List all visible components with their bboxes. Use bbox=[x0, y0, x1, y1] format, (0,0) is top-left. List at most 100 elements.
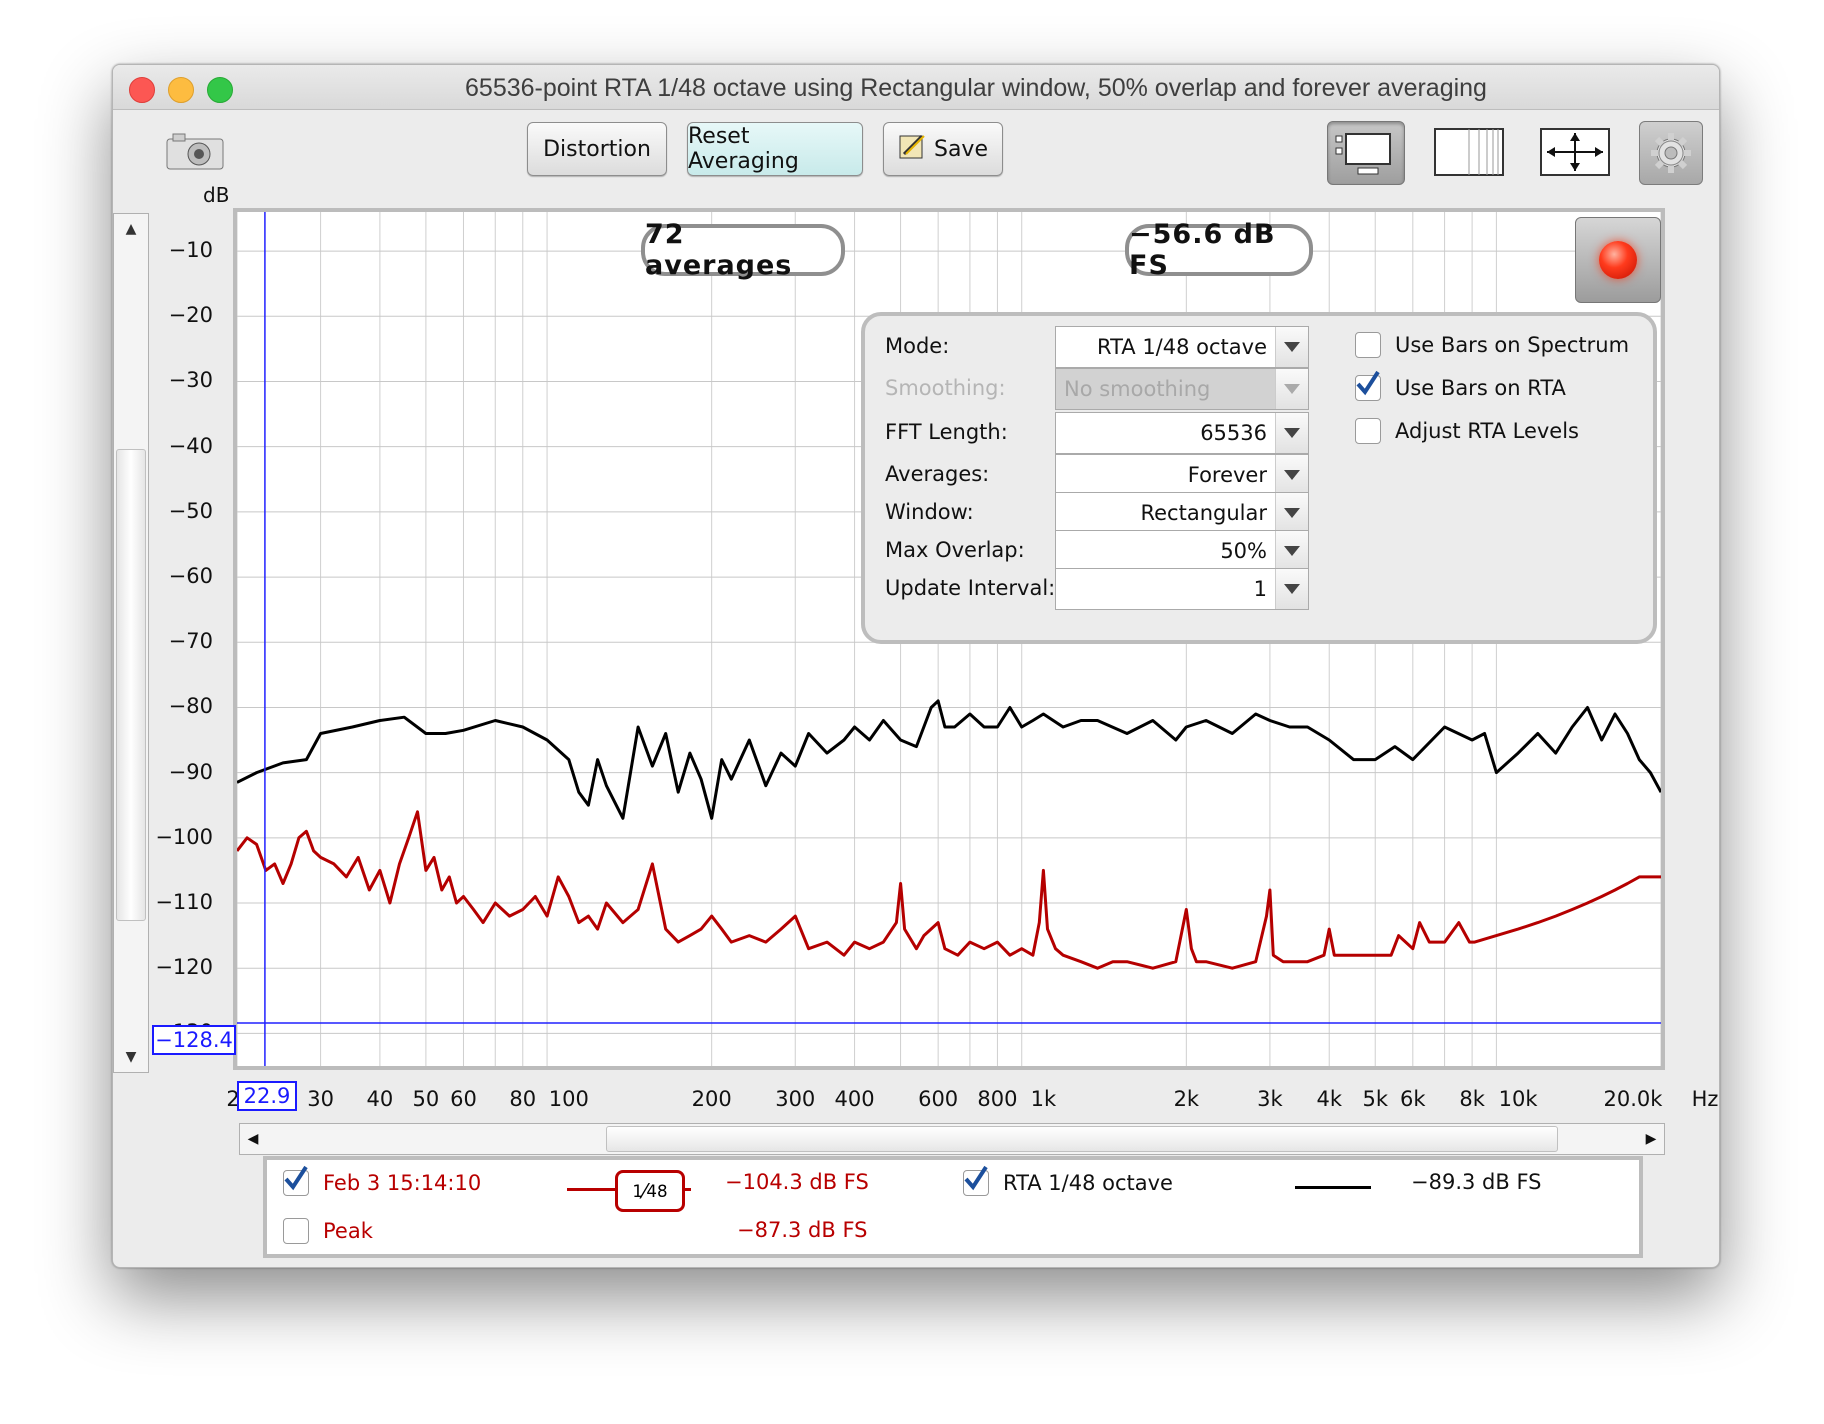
legend-panel: Feb 3 15:14:10 1 ⁄ 48 −104.3 dB FS RTA 1… bbox=[263, 1156, 1643, 1258]
legend-value-peak: −87.3 dB FS bbox=[737, 1218, 868, 1242]
x-tick-label: 300 bbox=[775, 1087, 816, 1111]
chevron-down-icon[interactable] bbox=[1275, 455, 1308, 495]
setting-value-0: RTA 1/48 octave bbox=[1097, 335, 1267, 359]
record-button[interactable] bbox=[1575, 217, 1661, 303]
chevron-down-icon[interactable] bbox=[1275, 569, 1308, 609]
y-tick-label: −60 bbox=[168, 564, 213, 589]
legend-item-peak[interactable]: Peak bbox=[283, 1218, 373, 1244]
horizontal-scroll-thumb[interactable] bbox=[606, 1126, 1558, 1152]
setting-combo-2[interactable]: 65536 bbox=[1055, 412, 1309, 454]
legend-checkbox-rta[interactable] bbox=[963, 1165, 989, 1196]
minimize-button[interactable] bbox=[168, 77, 194, 103]
x-tick-label: 8k bbox=[1459, 1087, 1485, 1111]
smoothing-numerator: 1 bbox=[632, 1181, 644, 1201]
scroll-down-icon[interactable]: ▼ bbox=[125, 1049, 137, 1065]
setting-value-6: 1 bbox=[1253, 577, 1267, 601]
smoothing-badge[interactable]: 1 ⁄ 48 bbox=[615, 1170, 685, 1212]
x-tick-label: 200 bbox=[691, 1087, 732, 1111]
level-readout: −56.6 dB FS bbox=[1125, 219, 1313, 281]
setting-value-5: 50% bbox=[1220, 539, 1267, 563]
smoothing-denominator: 48 bbox=[646, 1181, 668, 1201]
setting-value-3: Forever bbox=[1187, 463, 1267, 487]
y-tick-label: −80 bbox=[168, 694, 213, 719]
legend-label-rta: RTA 1/48 octave bbox=[1003, 1171, 1173, 1195]
x-tick-label: 600 bbox=[918, 1087, 959, 1111]
scroll-up-icon[interactable]: ▲ bbox=[125, 221, 137, 237]
vertical-scroll-thumb[interactable] bbox=[116, 449, 146, 921]
y-axis-unit: dB bbox=[203, 183, 230, 207]
app-window: 65536-point RTA 1/48 octave using Rectan… bbox=[112, 64, 1720, 1268]
setting-value-1: No smoothing bbox=[1064, 377, 1211, 401]
x-tick-label: 6k bbox=[1400, 1087, 1426, 1111]
setting-combo-5[interactable]: 50% bbox=[1055, 530, 1309, 572]
layout-icon[interactable] bbox=[1327, 121, 1405, 185]
title-bar: 65536-point RTA 1/48 octave using Rectan… bbox=[113, 65, 1719, 110]
x-tick-label: 50 bbox=[412, 1087, 440, 1111]
x-leading-digit: 2 bbox=[226, 1087, 240, 1111]
setting-checkbox-label-1: Use Bars on RTA bbox=[1395, 376, 1566, 400]
y-tick-label: −50 bbox=[168, 498, 213, 523]
legend-label-measurement: Feb 3 15:14:10 bbox=[323, 1171, 482, 1195]
setting-checkbox-1[interactable] bbox=[1355, 370, 1381, 401]
averages-readout: 72 averages bbox=[641, 219, 845, 281]
setting-combo-0[interactable]: RTA 1/48 octave bbox=[1055, 326, 1309, 368]
setting-checkbox-row-1[interactable]: Use Bars on RTA bbox=[1355, 370, 1566, 401]
setting-checkbox-label-0: Use Bars on Spectrum bbox=[1395, 333, 1630, 357]
x-tick-label: 30 bbox=[307, 1087, 334, 1111]
setting-checkbox-row-2[interactable]: Adjust RTA Levels bbox=[1355, 418, 1579, 444]
record-icon bbox=[1599, 241, 1637, 279]
horizontal-scrollbar[interactable]: ◀ ▶ bbox=[239, 1123, 1665, 1155]
legend-checkbox-peak[interactable] bbox=[283, 1218, 309, 1244]
x-axis-unit: Hz bbox=[1691, 1087, 1719, 1111]
legend-checkbox-measurement[interactable] bbox=[283, 1165, 309, 1196]
x-tick-label: 4k bbox=[1316, 1087, 1342, 1111]
scroll-left-icon[interactable]: ◀ bbox=[247, 1131, 259, 1147]
scroll-right-icon[interactable]: ▶ bbox=[1645, 1131, 1657, 1147]
reset-averaging-button[interactable]: Reset Averaging bbox=[687, 122, 863, 176]
chevron-down-icon[interactable] bbox=[1275, 493, 1308, 533]
y-tick-label: −30 bbox=[168, 368, 213, 393]
y-tick-label: −10 bbox=[168, 238, 213, 263]
zoom-arrows-icon[interactable] bbox=[1537, 121, 1613, 183]
legend-line-black bbox=[1295, 1186, 1371, 1189]
y-tick-label: −90 bbox=[168, 759, 213, 784]
setting-label-1: Smoothing: bbox=[885, 376, 1006, 400]
legend-item-measurement[interactable]: Feb 3 15:14:10 bbox=[283, 1165, 482, 1196]
setting-label-6: Update Interval: bbox=[885, 576, 1056, 600]
measurement-series-line bbox=[237, 810, 1661, 970]
setting-combo-3[interactable]: Forever bbox=[1055, 454, 1309, 496]
setting-checkbox-label-2: Adjust RTA Levels bbox=[1395, 419, 1579, 443]
setting-checkbox-2[interactable] bbox=[1355, 418, 1381, 444]
close-button[interactable] bbox=[129, 77, 155, 103]
chevron-down-icon[interactable] bbox=[1275, 413, 1308, 453]
setting-combo-6[interactable]: 1 bbox=[1055, 568, 1309, 610]
zoom-button[interactable] bbox=[207, 77, 233, 103]
setting-combo-4[interactable]: Rectangular bbox=[1055, 492, 1309, 534]
rta-settings-panel: Mode: RTA 1/48 octave Smoothing: No smoothi… bbox=[861, 312, 1657, 644]
x-tick-label: 80 bbox=[509, 1087, 537, 1111]
setting-checkbox-row-0[interactable]: Use Bars on Spectrum bbox=[1355, 332, 1629, 358]
x-tick-label: 400 bbox=[834, 1087, 875, 1111]
y-tick-label: −110 bbox=[155, 890, 213, 915]
grid-icon[interactable] bbox=[1431, 121, 1507, 183]
x-tick-label: 2k bbox=[1173, 1087, 1200, 1111]
setting-checkbox-0[interactable] bbox=[1355, 332, 1381, 358]
setting-label-0: Mode: bbox=[885, 334, 950, 358]
gear-icon[interactable] bbox=[1639, 121, 1703, 185]
setting-combo-1: No smoothing bbox=[1055, 368, 1309, 410]
setting-value-2: 65536 bbox=[1200, 421, 1267, 445]
legend-value-measurement: −104.3 dB FS bbox=[725, 1170, 869, 1194]
x-tick-label: 10k bbox=[1498, 1087, 1538, 1111]
legend-value-rta: −89.3 dB FS bbox=[1411, 1170, 1542, 1194]
chevron-down-icon[interactable] bbox=[1275, 327, 1308, 367]
save-icon bbox=[898, 132, 926, 166]
vertical-scrollbar[interactable]: ▲ ▼ bbox=[113, 213, 149, 1073]
camera-icon[interactable] bbox=[165, 131, 225, 171]
distortion-button[interactable]: Distortion bbox=[527, 122, 667, 176]
setting-label-2: FFT Length: bbox=[885, 420, 1008, 444]
chevron-down-icon[interactable] bbox=[1275, 531, 1308, 571]
setting-value-4: Rectangular bbox=[1140, 501, 1267, 525]
legend-item-rta[interactable]: RTA 1/48 octave bbox=[963, 1165, 1173, 1196]
y-tick-label: −40 bbox=[168, 433, 213, 458]
save-button[interactable]: Save bbox=[883, 122, 1003, 176]
